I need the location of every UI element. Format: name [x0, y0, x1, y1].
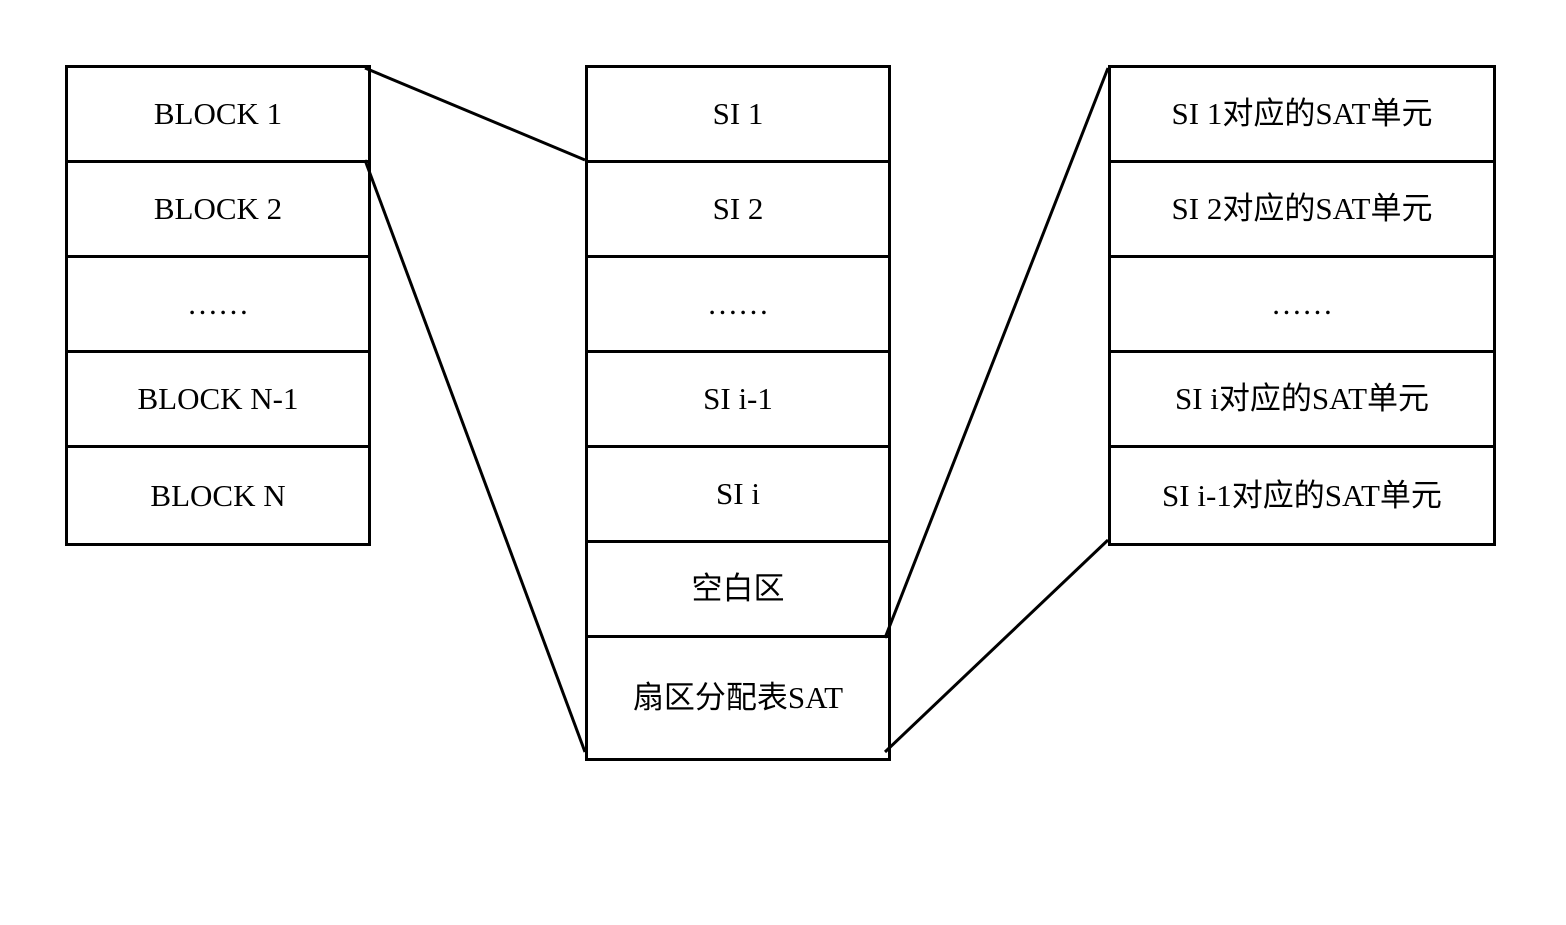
- si-cell: SI i: [588, 448, 888, 543]
- sat-cell: SI i对应的SAT单元: [1111, 353, 1493, 448]
- connector-line: [885, 68, 1108, 638]
- si-cell: SI i-1: [588, 353, 888, 448]
- si-column: SI 1SI 2……SI i-1SI i空白区扇区分配表SAT: [585, 65, 891, 761]
- connector-line: [365, 68, 585, 160]
- si-cell: ……: [588, 258, 888, 353]
- si-cell: 空白区: [588, 543, 888, 638]
- block-cell: ……: [68, 258, 368, 353]
- sat-cell: SI i-1对应的SAT单元: [1111, 448, 1493, 543]
- sat-cell: ……: [1111, 258, 1493, 353]
- sat-cell: SI 1对应的SAT单元: [1111, 68, 1493, 163]
- diagram-canvas: { "columns": { "left": { "x": 65, "y": 6…: [0, 0, 1566, 925]
- connector-line: [365, 160, 585, 752]
- connector-line: [885, 540, 1108, 752]
- block-cell: BLOCK 1: [68, 68, 368, 163]
- si-cell: SI 1: [588, 68, 888, 163]
- sat-cell: SI 2对应的SAT单元: [1111, 163, 1493, 258]
- block-cell: BLOCK N: [68, 448, 368, 543]
- si-cell: SI 2: [588, 163, 888, 258]
- sat-column: SI 1对应的SAT单元SI 2对应的SAT单元……SI i对应的SAT单元SI…: [1108, 65, 1496, 546]
- block-cell: BLOCK 2: [68, 163, 368, 258]
- si-cell: 扇区分配表SAT: [588, 638, 888, 758]
- block-column: BLOCK 1BLOCK 2……BLOCK N-1BLOCK N: [65, 65, 371, 546]
- block-cell: BLOCK N-1: [68, 353, 368, 448]
